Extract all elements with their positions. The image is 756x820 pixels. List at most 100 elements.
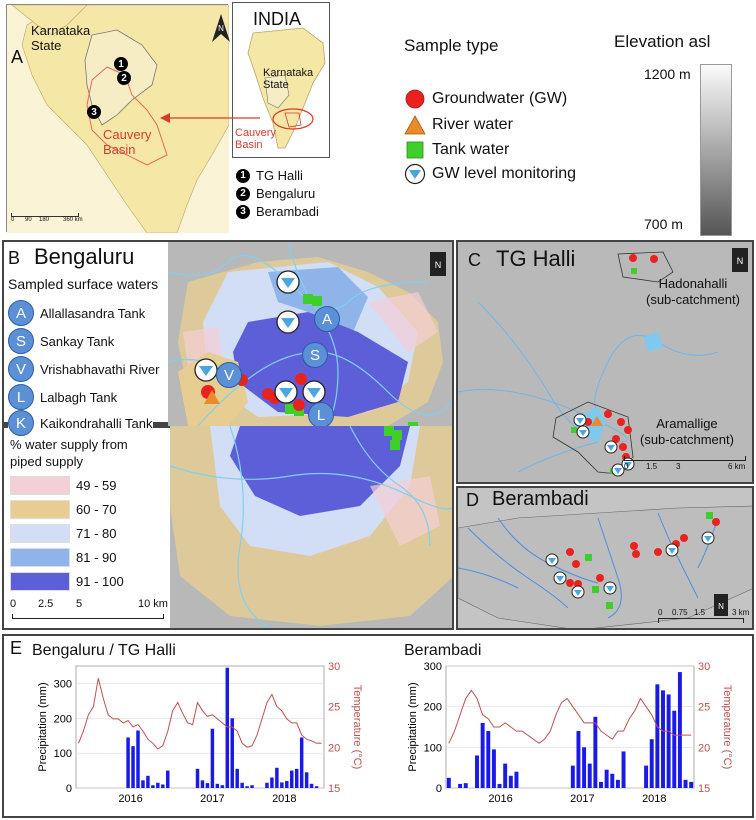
y-tick-label: 300 [424, 661, 442, 673]
y-tick-label: 0 [436, 783, 442, 795]
y2-tick-label: 20 [698, 742, 710, 754]
precip-bar [166, 770, 170, 788]
water-code: S [8, 328, 34, 354]
site-name: TG Halli [256, 168, 303, 183]
supply-swatch [10, 524, 70, 543]
scale-tick: 90 [25, 217, 32, 223]
y2-tick-label: 25 [328, 702, 340, 714]
legend-label: Groundwater (GW) [432, 90, 568, 107]
site-marker-1: 1 [114, 57, 128, 71]
precip-bar [205, 783, 210, 788]
precip-bar [126, 737, 130, 788]
y2-tick-label: 25 [698, 702, 710, 714]
precip-bar [486, 731, 491, 788]
supply-label: 60 - 70 [76, 502, 117, 517]
north-label: N [435, 260, 442, 270]
panel-d-letter: D [466, 490, 479, 510]
site-num: 2 [236, 186, 250, 201]
precip-bar [677, 672, 682, 788]
scale-tick: 0 [10, 598, 17, 610]
precip-bar [235, 768, 239, 788]
precip-bar [210, 728, 215, 788]
scale-tick: 6 km [728, 462, 746, 471]
map-letter-S: S [302, 342, 328, 368]
peninsula-map [7, 4, 230, 234]
precip-bar [508, 775, 513, 788]
precip-bar [570, 765, 575, 788]
inset-pointer-arrow [160, 113, 260, 123]
precip-bar [161, 784, 165, 788]
north-arrow-c: N [732, 248, 748, 277]
legend-label: River water [432, 116, 513, 133]
water-code: V [8, 356, 34, 382]
panel-b-title: Bengaluru [34, 244, 135, 269]
surface-water-item: V Vrishabhavathi River [8, 356, 159, 382]
surface-water-item: A Allallasandra Tank [8, 300, 145, 326]
precip-bar [582, 747, 587, 788]
water-name: Sankay Tank [40, 333, 115, 349]
gw-monitoring-icon [302, 380, 326, 404]
site-num: 3 [236, 204, 250, 219]
precip-bar [265, 782, 269, 788]
precip-bar [141, 780, 145, 788]
precip-bar [655, 684, 660, 788]
state-label: Karnataka State [31, 23, 91, 53]
aramallige-label: Aramallige (sub-catchment) [640, 416, 734, 447]
y2-tick-label: 30 [328, 661, 340, 673]
precip-bar [514, 771, 519, 788]
scale-tick: 2.5 [38, 598, 54, 610]
sample-type-title: Sample type [404, 36, 499, 55]
water-name: Lalbagh Tank [40, 389, 118, 405]
bengaluru-sample-markers [194, 270, 418, 426]
precip-bar [156, 782, 160, 788]
panel-e: E Bengaluru / TG Halli Berambadi 0 100 200… [2, 634, 754, 818]
scale-tick: 0 [658, 608, 663, 617]
map-letter-V: V [216, 362, 242, 388]
panel-c-title: TG Halli [496, 246, 576, 271]
y-tick-label: 100 [424, 742, 442, 754]
supply-swatch [10, 476, 70, 495]
supply-class: 91 - 100 [10, 572, 124, 591]
precip-bar [576, 731, 581, 788]
supply-swatch [10, 548, 70, 567]
water-name: Allallasandra Tank [40, 305, 146, 321]
y-axis-label: Precipitation (mm) [407, 682, 419, 771]
north-label: N [718, 602, 724, 611]
supply-swatch [10, 572, 70, 591]
chart1-title: Bengaluru / TG Halli [32, 642, 176, 659]
elevation-max: 1200 m [644, 66, 691, 82]
y-tick-label: 0 [66, 783, 72, 795]
precip-bar [446, 777, 451, 788]
precip-bar [689, 781, 694, 788]
precip-bar [215, 783, 220, 788]
precip-bar [285, 781, 289, 788]
site-marker-3: 3 [87, 105, 101, 119]
x-tick-label: 2018 [642, 793, 666, 805]
elevation-gradient [700, 64, 732, 236]
precip-bar [666, 694, 671, 788]
precip-bar [593, 716, 598, 788]
elevation-min: 700 m [644, 216, 683, 232]
scale-tick: 10 km [138, 598, 168, 610]
inset-title: INDIA [253, 9, 302, 29]
precip-bar [299, 737, 304, 788]
supply-class: 81 - 90 [10, 548, 116, 567]
precip-bar [225, 667, 230, 788]
scale-tick: 3 km [732, 608, 750, 617]
y2-axis-label: Temperature (°C) [721, 685, 733, 769]
site-item: 3 Berambadi [236, 204, 319, 219]
precip-bar [463, 783, 468, 788]
precip-bar [131, 746, 135, 788]
x-tick-label: 2017 [200, 793, 224, 805]
temperature-line [78, 678, 322, 750]
precip-bar [290, 770, 294, 788]
gw-monitoring-icon [274, 380, 298, 404]
precip-bar [661, 690, 665, 788]
gw-monitoring-icon [276, 310, 300, 334]
panel-d-scale-bar: 0 0.75 1.5 3 km [658, 608, 752, 628]
panel-b-continued: K % water supply from piped supply 49 - … [2, 426, 454, 630]
precip-bar [458, 783, 463, 788]
precip-bar [587, 763, 592, 788]
precip-bar [245, 786, 249, 788]
map-letter-A: A [314, 306, 340, 332]
